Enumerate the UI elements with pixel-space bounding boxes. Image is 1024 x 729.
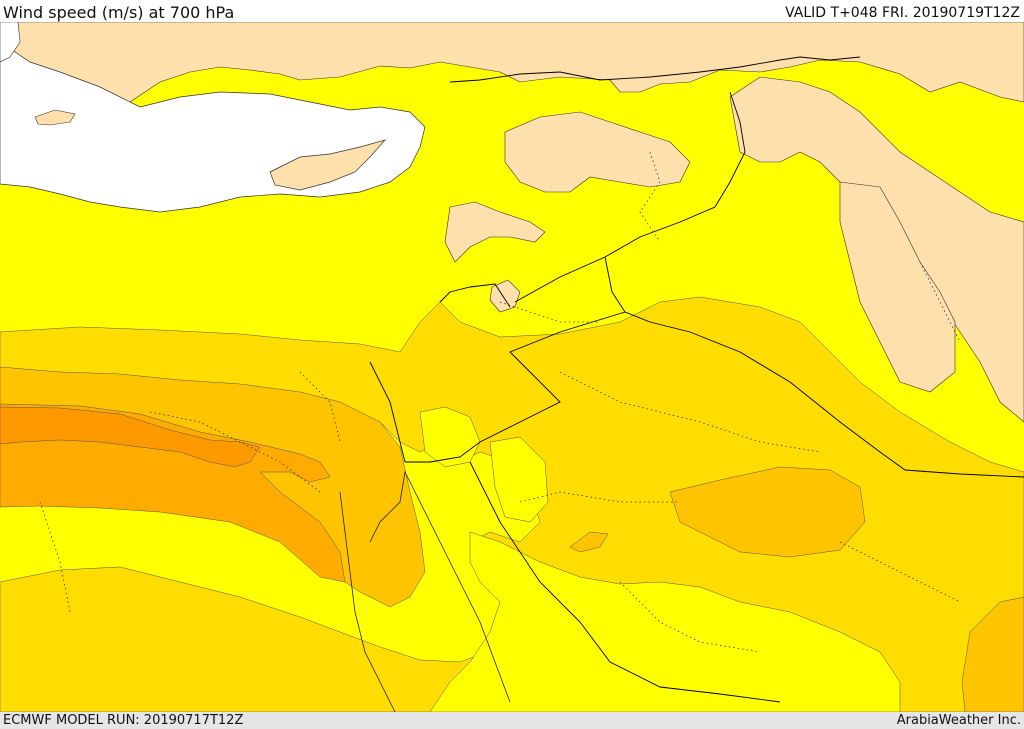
island-crete — [34, 109, 76, 126]
wind-band-1-lobe-2 — [489, 436, 549, 523]
land-syria — [504, 111, 691, 193]
wind-band-3-small — [569, 531, 609, 553]
wind-band-5 — [0, 406, 261, 468]
wind-band-3-se — [961, 596, 1024, 712]
nile-coast — [339, 491, 396, 712]
model-run-label: ECMWF MODEL RUN: 20190717T12Z — [3, 713, 244, 728]
land-east-2 — [839, 181, 956, 393]
wind-speed-map — [0, 22, 1024, 712]
footer-bar: ECMWF MODEL RUN: 20190717T12Z ArabiaWeat… — [0, 712, 1024, 729]
header-bar: Wind speed (m/s) at 700 hPa VALID T+048 … — [0, 0, 1024, 22]
island-cyprus — [269, 139, 387, 191]
credit-label: ArabiaWeather Inc. — [896, 713, 1021, 728]
admin-boundaries — [39, 151, 961, 653]
wind-band-1-lobe — [419, 406, 481, 468]
country-borders — [369, 56, 1024, 703]
red-sea-coast — [369, 470, 511, 703]
land-levant — [444, 201, 546, 263]
weather-map — [0, 22, 1024, 712]
land-east — [729, 76, 1024, 423]
valid-time: VALID T+048 FRI. 20190719T12Z — [785, 5, 1020, 21]
land-north — [0, 22, 1024, 113]
sea-aegean — [0, 22, 21, 63]
chart-title: Wind speed (m/s) at 700 hPa — [3, 3, 235, 22]
wind-band-3-east — [669, 466, 866, 558]
wind-band-1-south — [429, 531, 901, 712]
